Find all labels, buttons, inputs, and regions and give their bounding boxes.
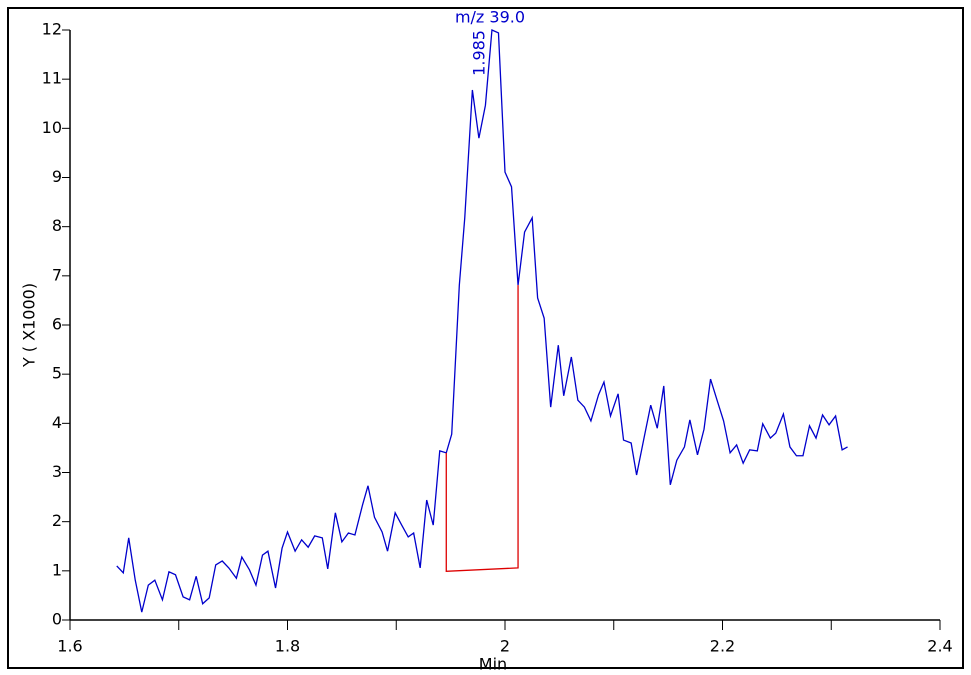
y-tick-label: 8 (52, 216, 62, 235)
frame (7, 7, 964, 669)
x-tick-label: 1.6 (57, 637, 82, 656)
x-tick-label: 1.8 (275, 637, 300, 656)
y-tick-label: 9 (52, 167, 62, 186)
y-tick-label: 11 (42, 69, 62, 88)
x-tick-label: 2.2 (710, 637, 735, 656)
y-tick-label: 1 (52, 560, 62, 579)
y-tick-label: 4 (52, 413, 62, 432)
annotation: 1.985 (470, 30, 489, 76)
y-tick-label: 10 (42, 118, 62, 137)
baseline (445, 285, 519, 573)
y-tick-label: 7 (52, 265, 62, 284)
annotation: m/z 39.0 (455, 8, 525, 27)
y-tick-label: 0 (52, 610, 62, 629)
y-tick-label: 5 (52, 364, 62, 383)
x-tick-label: 2.4 (927, 637, 952, 656)
y-tick-label: 2 (52, 511, 62, 530)
y-tick-label: 12 (42, 20, 62, 39)
x-tick-label: 2 (500, 637, 510, 656)
x-axis-label: Min (479, 655, 507, 674)
data-line (116, 29, 848, 613)
y-tick-label: 6 (52, 315, 62, 334)
y-axis-label: Y ( X1000) (20, 283, 39, 368)
y-tick-label: 3 (52, 462, 62, 481)
